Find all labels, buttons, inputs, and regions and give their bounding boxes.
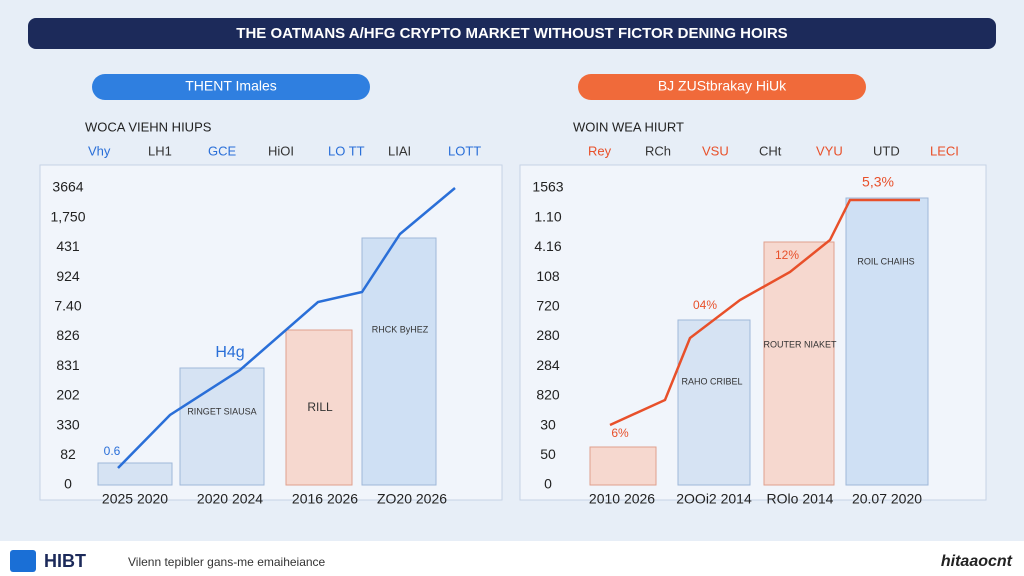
x-label: 2025 2020 (102, 491, 168, 507)
x-label: 2020 2024 (197, 491, 263, 507)
y-label: 7.40 (54, 298, 81, 314)
x-label: ROlo 2014 (767, 491, 834, 507)
bar (763, 241, 835, 486)
annotation: RINGET SIAUSA (187, 406, 256, 416)
legend-item: LIAI (388, 143, 411, 158)
y-label: 108 (536, 268, 560, 284)
y-label: 50 (540, 446, 556, 462)
annotation: RHCK ByHEZ (372, 324, 429, 334)
legend-item: CHt (759, 143, 782, 158)
bar (589, 446, 657, 486)
legend-item: Vhy (88, 143, 111, 158)
legend-item: GCE (208, 143, 237, 158)
annotation: ROUTER NIAKET (763, 339, 837, 349)
x-label: 2OOi2 2014 (676, 491, 752, 507)
bar (97, 462, 173, 486)
x-label: ZO20 2026 (377, 491, 447, 507)
footer (0, 541, 1024, 576)
annotation: 0.6 (104, 444, 121, 458)
legend-item: Rey (588, 143, 612, 158)
annotation: RAHO CRIBEL (681, 376, 742, 386)
y-label: 831 (56, 357, 80, 373)
trend-line (117, 187, 456, 469)
y-label: 1563 (532, 179, 563, 195)
y-label: 720 (536, 298, 560, 314)
logo: HIBT (44, 551, 86, 571)
annotation: ROIL CHAIHS (857, 256, 914, 266)
y-label: 924 (56, 268, 80, 284)
x-label: 20.07 2020 (852, 491, 922, 507)
x-label: 2016 2026 (292, 491, 358, 507)
y-label: 0 (64, 476, 72, 492)
tagline: Vilenn tepibler gans-me emaiheiance (128, 555, 326, 569)
y-label: 330 (56, 416, 80, 432)
y-label: 1.10 (534, 208, 561, 224)
bar (677, 319, 751, 486)
annotation: H4g (215, 344, 244, 361)
pill (578, 74, 866, 100)
bar (285, 329, 353, 486)
y-label: 82 (60, 446, 76, 462)
y-label: 826 (56, 327, 80, 343)
legend-item: RCh (645, 143, 671, 158)
y-label: 431 (56, 238, 80, 254)
legend-item: LH1 (148, 143, 172, 158)
legend-item: VYU (816, 143, 843, 158)
legend-item: VSU (702, 143, 729, 158)
title: THE OATMANS A/HFG CRYPTO MARKET WITHOUST… (236, 25, 787, 42)
y-label: 820 (536, 387, 560, 403)
annotation: 5,3% (862, 174, 894, 190)
y-label: 284 (536, 357, 560, 373)
annotation: 12% (775, 248, 799, 262)
pill (92, 74, 370, 100)
annotation: 04% (693, 298, 717, 312)
subtitle: WOCA VIEHN HIUPS (85, 119, 212, 134)
trend-line (609, 198, 920, 427)
pill-text: BJ ZUStbrakay HiUk (658, 78, 787, 94)
annotation: 6% (611, 426, 629, 440)
y-label: 4.16 (534, 238, 561, 254)
x-label: 2010 2026 (589, 491, 655, 507)
y-label: 0 (544, 476, 552, 492)
legend-item: LOTT (448, 143, 481, 158)
y-label: 30 (540, 416, 556, 432)
legend-item: UTD (873, 143, 900, 158)
logo-icon (10, 550, 36, 572)
legend-item: LO TT (328, 143, 365, 158)
bar (361, 237, 437, 486)
bar (179, 367, 265, 486)
title-bar (28, 18, 996, 49)
y-label: 280 (536, 327, 560, 343)
y-label: 1,750 (50, 208, 85, 224)
y-label: 3664 (52, 179, 83, 195)
bar (845, 197, 929, 486)
legend-item: LECI (930, 143, 959, 158)
y-label: 202 (56, 387, 80, 403)
legend-item: HiOI (268, 143, 294, 158)
subtitle: WOIN WEA HIURT (573, 119, 684, 134)
annotation: RILL (307, 400, 333, 414)
pill-text: THENT Imales (185, 78, 277, 94)
brand: hitaaocnt (941, 553, 1013, 570)
